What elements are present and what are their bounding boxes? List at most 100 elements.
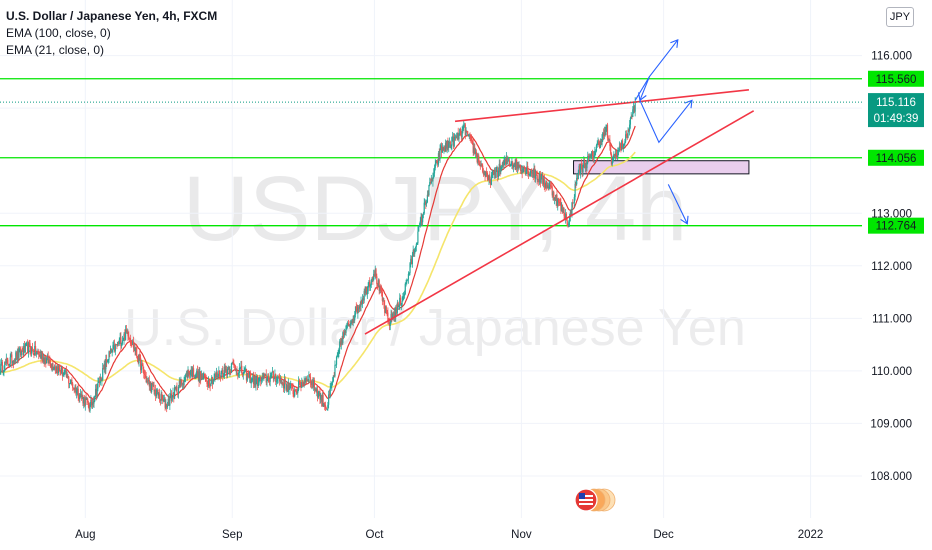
candle	[324, 401, 326, 411]
candle	[517, 161, 519, 172]
candle	[73, 387, 75, 394]
candle	[541, 171, 543, 180]
candle	[379, 285, 381, 294]
candle	[266, 376, 268, 387]
candle	[303, 376, 305, 388]
y-tick-label: 116.000	[871, 51, 912, 63]
candle	[566, 218, 568, 227]
candle	[35, 352, 37, 358]
candle	[231, 361, 233, 365]
candle	[218, 366, 220, 377]
candle	[468, 133, 470, 140]
candle	[76, 387, 78, 399]
candle	[61, 366, 63, 374]
candle	[550, 181, 553, 189]
candle	[578, 164, 580, 175]
candle	[621, 138, 624, 150]
candle	[185, 373, 187, 383]
svg-text:114.056: 114.056	[876, 153, 917, 165]
candle	[272, 370, 274, 383]
candle	[23, 341, 26, 353]
candle	[435, 159, 437, 166]
candle	[608, 138, 610, 141]
candle	[147, 377, 150, 385]
candle	[170, 388, 172, 399]
candle	[530, 170, 532, 177]
candle	[3, 365, 5, 377]
y-tick-label: 109.000	[870, 418, 912, 430]
candle	[98, 376, 101, 388]
candle	[440, 143, 442, 151]
candle	[219, 370, 221, 380]
candle	[549, 180, 551, 189]
candle	[94, 384, 97, 398]
candle	[243, 366, 245, 375]
candle	[128, 331, 130, 340]
candle	[391, 310, 393, 323]
candle	[612, 155, 614, 163]
candle	[439, 144, 441, 163]
candle	[201, 373, 203, 380]
candle	[268, 377, 270, 386]
candle	[524, 168, 526, 176]
candle	[41, 350, 43, 360]
arrow-head	[670, 39, 679, 48]
candle	[593, 150, 595, 164]
candle	[633, 105, 635, 114]
candle	[527, 161, 529, 177]
candle	[353, 314, 355, 324]
candle	[298, 376, 300, 392]
candle	[125, 325, 127, 341]
candle	[597, 137, 599, 146]
candle	[56, 364, 58, 375]
candle	[212, 379, 214, 385]
candle	[100, 376, 102, 382]
candle	[526, 161, 528, 174]
candle	[85, 393, 87, 405]
candle	[602, 131, 604, 142]
candle	[204, 373, 206, 383]
candle	[4, 358, 7, 366]
candle	[186, 369, 188, 381]
candle	[249, 370, 252, 384]
ema-21-label[interactable]: EMA (21, close, 0)	[6, 43, 105, 57]
candle	[446, 140, 448, 154]
candle	[260, 377, 263, 385]
candle	[70, 379, 72, 385]
candle	[443, 145, 445, 154]
candle	[535, 170, 538, 176]
candle	[555, 194, 557, 206]
candle	[134, 343, 136, 356]
candle	[275, 373, 277, 386]
candle	[532, 168, 534, 180]
candle	[95, 383, 97, 401]
candle	[508, 158, 511, 167]
currency-button[interactable]: JPY	[886, 7, 914, 27]
candle	[336, 352, 338, 358]
candle	[349, 321, 351, 329]
time-axis[interactable]: Aug Sep Oct Nov Dec 2022	[75, 529, 823, 541]
candle	[312, 377, 314, 389]
candle	[166, 403, 168, 413]
candle	[198, 366, 200, 387]
symbol-title[interactable]: U.S. Dollar / Japanese Yen, 4h, FXCM	[6, 9, 218, 23]
candle	[16, 348, 18, 364]
candle	[46, 356, 48, 364]
candle	[2, 370, 4, 376]
candle	[624, 138, 626, 146]
candle	[286, 381, 288, 393]
candle	[467, 131, 469, 137]
candle	[305, 376, 307, 384]
x-tick-label: 2022	[798, 529, 824, 541]
candle	[327, 401, 329, 411]
candle	[215, 372, 217, 379]
candle	[252, 371, 255, 389]
candle	[82, 394, 84, 406]
ema-100-label[interactable]: EMA (100, close, 0)	[6, 26, 111, 40]
candle	[516, 161, 519, 174]
candle	[26, 341, 28, 347]
candle	[478, 160, 481, 167]
candle	[181, 382, 184, 390]
candle	[117, 341, 119, 347]
